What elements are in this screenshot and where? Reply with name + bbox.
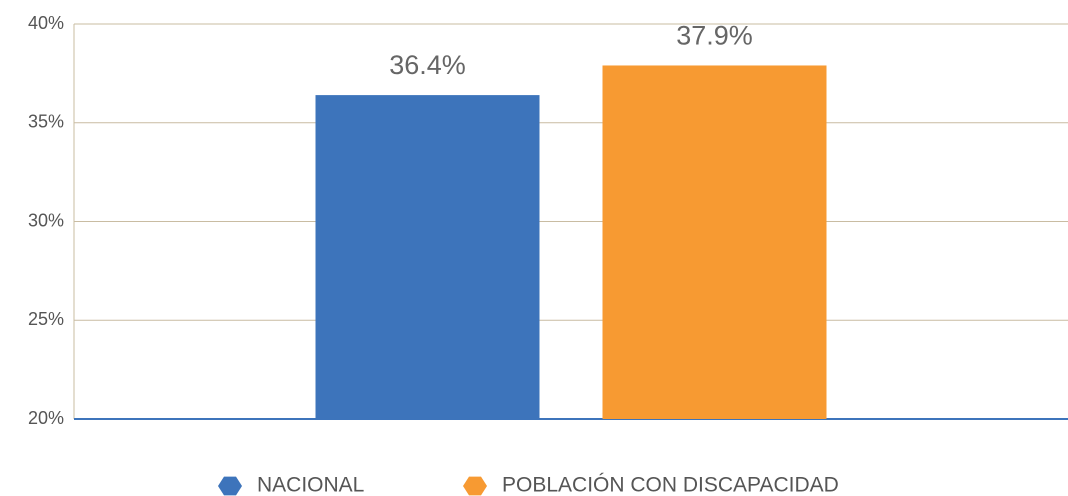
bar: [315, 95, 540, 419]
y-tick-label: 30%: [28, 210, 64, 230]
y-tick-label: 20%: [28, 408, 64, 428]
y-tick-label: 35%: [28, 112, 64, 132]
bar: [602, 65, 827, 419]
legend-marker: [463, 476, 487, 496]
legend-marker: [218, 476, 242, 496]
value-label: 37.9%: [676, 21, 753, 51]
y-tick-label: 25%: [28, 309, 64, 329]
legend-label: NACIONAL: [257, 474, 364, 496]
y-tick-label: 40%: [28, 13, 64, 33]
value-label: 36.4%: [389, 50, 466, 80]
legend-label: POBLACIÓN CON DISCAPACIDAD: [502, 474, 839, 496]
